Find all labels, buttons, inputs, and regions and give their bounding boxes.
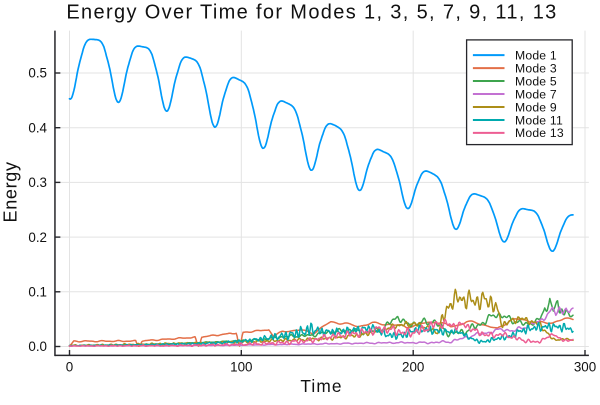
svg-text:Mode 5: Mode 5 (515, 74, 557, 88)
svg-text:0: 0 (66, 359, 73, 374)
svg-text:0.3: 0.3 (28, 175, 47, 190)
svg-text:0.2: 0.2 (28, 230, 47, 245)
svg-text:Mode 7: Mode 7 (515, 87, 557, 101)
svg-text:Mode 11: Mode 11 (515, 113, 563, 127)
svg-text:0.0: 0.0 (28, 339, 47, 354)
svg-text:Energy: Energy (1, 161, 21, 222)
svg-text:Time: Time (300, 376, 342, 396)
svg-text:0.4: 0.4 (28, 120, 47, 135)
svg-text:200: 200 (402, 359, 424, 374)
svg-text:300: 300 (574, 359, 596, 374)
svg-text:Mode 13: Mode 13 (515, 126, 564, 140)
svg-text:0.5: 0.5 (28, 66, 47, 81)
svg-text:100: 100 (230, 359, 252, 374)
svg-text:Mode 3: Mode 3 (515, 61, 557, 75)
svg-text:0.1: 0.1 (28, 285, 47, 300)
svg-text:Mode 1: Mode 1 (515, 48, 557, 62)
svg-text:Mode 9: Mode 9 (515, 100, 557, 114)
svg-text:Energy Over Time for Modes 1,: Energy Over Time for Modes 1, 3, 5, 7, 9… (66, 2, 557, 24)
